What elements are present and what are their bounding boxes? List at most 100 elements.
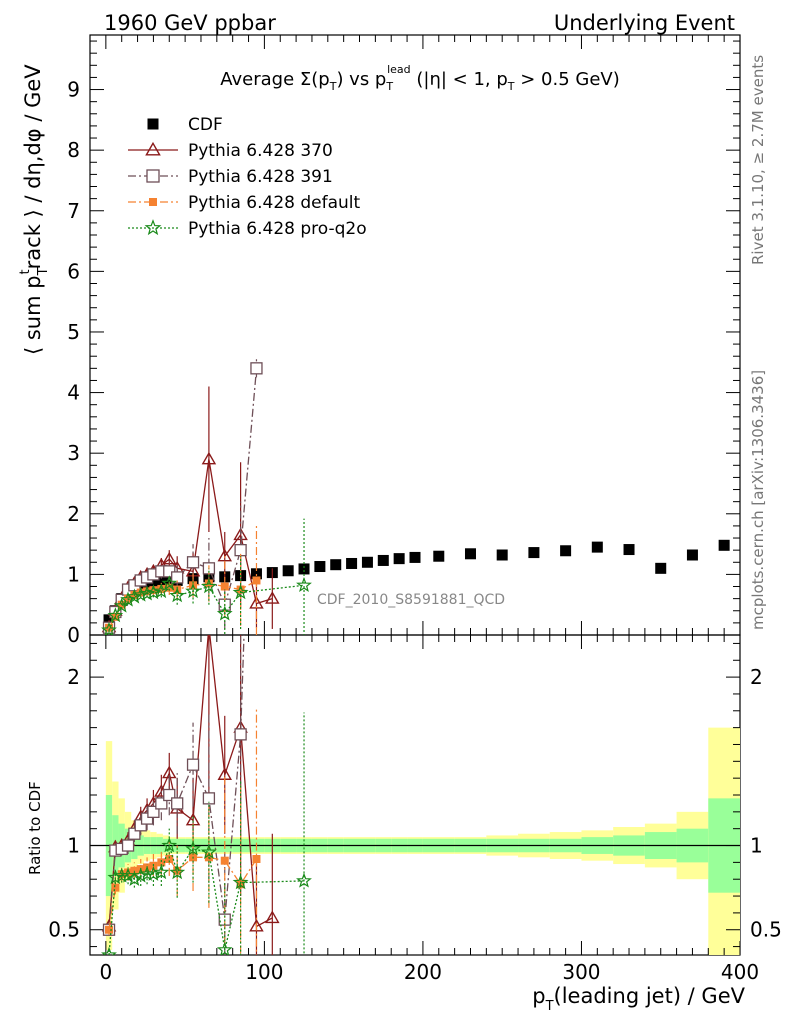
data-point <box>120 867 136 883</box>
series-line <box>108 459 273 628</box>
main-series-layer <box>101 359 730 635</box>
main-y-tick-label: 5 <box>67 320 80 344</box>
data-point <box>124 868 133 877</box>
data-point <box>265 910 280 924</box>
x-tick-label: 100 <box>245 960 283 984</box>
ratio-panel-frame <box>89 634 741 956</box>
ratio-y-tick-label-right: 1 <box>750 834 763 858</box>
data-point <box>185 840 201 856</box>
data-point <box>200 843 217 860</box>
data-point <box>140 812 154 825</box>
data-point <box>186 556 200 569</box>
ratio-y-tick-label-left: 2 <box>67 665 80 689</box>
legend-label: Pythia 6.428 pro-q2o <box>188 219 367 239</box>
data-point <box>496 549 508 561</box>
data-point <box>132 867 149 883</box>
x-tick-label: 400 <box>721 960 759 984</box>
data-point <box>126 870 143 887</box>
data-point <box>128 827 141 840</box>
ratio-series-0 <box>101 620 280 955</box>
legend-entry: Pythia 6.428 default <box>128 193 361 213</box>
data-point <box>200 578 217 594</box>
data-point <box>560 545 572 557</box>
ratio-uncertainty-bands <box>90 727 740 955</box>
series-line <box>108 635 273 928</box>
data-point <box>161 575 178 591</box>
data-point <box>121 839 135 852</box>
main-y-tick-label: 3 <box>67 441 80 465</box>
x-tick-label: 0 <box>99 960 112 984</box>
main-series-4 <box>101 518 312 635</box>
data-point <box>169 587 186 603</box>
data-point <box>464 548 476 560</box>
data-point <box>220 856 229 865</box>
data-point <box>282 565 294 577</box>
main-y-tick-label: 0 <box>67 623 80 647</box>
data-point <box>252 576 261 585</box>
data-point <box>132 586 149 602</box>
x-tick-label: 200 <box>404 960 442 984</box>
data-point <box>147 577 159 589</box>
data-point <box>111 883 120 892</box>
legend-label: Pythia 6.428 default <box>188 193 361 213</box>
data-point <box>169 864 186 880</box>
data-point <box>686 549 698 561</box>
data-point <box>251 267 262 278</box>
legend-marker <box>145 141 161 156</box>
legend-entry: Pythia 6.428 391 <box>128 167 333 187</box>
data-point <box>220 582 229 591</box>
data-point <box>409 551 421 563</box>
data-point <box>134 819 147 832</box>
data-point <box>101 946 117 955</box>
data-point <box>149 586 158 595</box>
data-point <box>393 553 405 565</box>
main-y-tick-label: 6 <box>67 259 80 283</box>
legend: CDF Pythia 6.428 370 Pythia 6.428 391 Pythi… <box>128 115 367 239</box>
data-point <box>249 918 264 932</box>
ratio-y-tick-label-right: 0.5 <box>750 918 782 942</box>
data-point <box>346 557 358 569</box>
main-y-axis-label: ⟨ sum pTtrack ⟩ / dη,dφ / GeV <box>18 64 51 355</box>
data-point <box>314 561 326 573</box>
legend-marker <box>149 198 157 206</box>
data-point <box>252 855 261 863</box>
legend-marker <box>144 219 162 236</box>
ratio-series-3 <box>101 712 312 955</box>
data-point <box>361 556 373 568</box>
data-point <box>161 837 178 853</box>
data-point <box>296 872 312 888</box>
main-y-tick-label: 4 <box>67 381 80 405</box>
data-point <box>107 869 124 885</box>
legend-entry: Pythia 6.428 370 <box>128 141 333 161</box>
data-point <box>165 583 174 592</box>
data-point <box>155 797 168 810</box>
main-y-tick-label: 9 <box>67 78 80 102</box>
data-point <box>153 864 170 880</box>
data-point <box>171 571 184 584</box>
data-point <box>232 584 249 600</box>
data-point <box>330 559 342 571</box>
data-point <box>171 797 184 810</box>
data-point <box>203 620 215 631</box>
data-point <box>377 554 389 566</box>
header-left: 1960 GeV ppbar <box>104 11 276 35</box>
main-y-tick-label: 7 <box>67 199 80 223</box>
data-point <box>216 605 233 621</box>
legend-label: Pythia 6.428 370 <box>188 141 333 161</box>
data-point <box>147 805 160 818</box>
data-point <box>141 578 153 590</box>
data-point <box>296 576 312 592</box>
data-point <box>165 855 174 863</box>
data-point <box>185 583 201 599</box>
data-point <box>298 563 310 575</box>
data-point <box>154 576 166 588</box>
data-point <box>250 568 262 580</box>
ratio-y-tick-label-left: 1 <box>67 834 80 858</box>
rivet-version-label: Rivet 3.1.10, ≥ 2.7M events <box>749 55 767 265</box>
ratio-y-tick-label-right: 2 <box>750 665 763 689</box>
data-point <box>250 362 263 375</box>
data-point <box>143 587 152 596</box>
data-point <box>655 562 667 574</box>
ratio-series-layer <box>101 267 312 955</box>
main-y-tick-label: 2 <box>67 502 80 526</box>
